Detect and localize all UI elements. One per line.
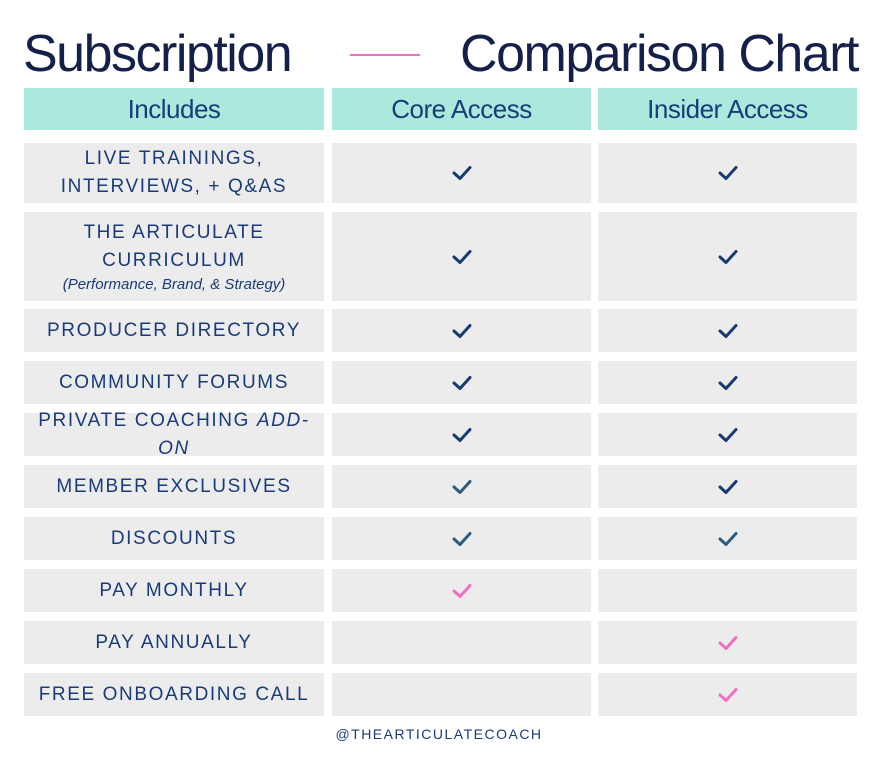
insider-cell — [598, 413, 857, 456]
feature-label: DISCOUNTS — [110, 527, 238, 549]
core-cell — [332, 212, 591, 301]
core-cell — [332, 673, 591, 716]
check-icon — [718, 375, 738, 391]
check-icon — [452, 531, 472, 547]
check-icon — [718, 427, 738, 443]
feature-cell: PRIVATE COACHING ADD-ON — [24, 410, 324, 459]
feature-label: PAY MONTHLY — [99, 579, 249, 601]
insider-cell — [598, 309, 857, 352]
feature-label: LIVE TRAININGS, INTERVIEWS, + Q&AS — [60, 148, 288, 197]
feature-label: COMMUNITY FORUMS — [58, 371, 290, 393]
feature-cell: PAY ANNUALLY — [24, 621, 324, 664]
feature-label: THE ARTICULATE CURRICULUM — [83, 221, 265, 271]
feature-cell: THE ARTICULATE CURRICULUM (Performance, B… — [24, 212, 324, 301]
check-icon — [718, 323, 738, 339]
insider-cell — [598, 569, 857, 612]
core-cell — [332, 361, 591, 404]
check-icon — [718, 479, 738, 495]
feature-label: PRIVATE COACHING ADD-ON — [38, 409, 310, 459]
feature-cell: LIVE TRAININGS, INTERVIEWS, + Q&AS — [24, 143, 324, 203]
core-cell — [332, 517, 591, 560]
core-cell — [332, 465, 591, 508]
check-icon — [452, 583, 472, 599]
core-cell — [332, 569, 591, 612]
core-cell — [332, 413, 591, 456]
feature-label: PRODUCER DIRECTORY — [46, 319, 302, 341]
check-icon — [718, 249, 738, 265]
feature-cell: MEMBER EXCLUSIVES — [24, 465, 324, 508]
check-icon — [452, 165, 472, 181]
insider-cell — [598, 212, 857, 301]
check-icon — [718, 635, 738, 651]
feature-cell: PRODUCER DIRECTORY — [24, 309, 324, 352]
check-icon — [718, 531, 738, 547]
check-icon — [718, 687, 738, 703]
feature-cell: PAY MONTHLY — [24, 569, 324, 612]
insider-cell — [598, 621, 857, 664]
check-icon — [452, 375, 472, 391]
title-comparison-chart: Comparison Chart — [460, 25, 859, 83]
check-icon — [452, 249, 472, 265]
feature-note: (Performance, Brand, & Strategy) — [62, 275, 286, 293]
check-icon — [452, 427, 472, 443]
feature-cell: FREE ONBOARDING CALL — [24, 673, 324, 716]
insider-cell — [598, 143, 857, 203]
insider-cell — [598, 361, 857, 404]
core-cell — [332, 621, 591, 664]
title-divider — [350, 54, 420, 56]
core-cell — [332, 309, 591, 352]
title-subscription: Subscription — [23, 25, 293, 83]
feature-label: FREE ONBOARDING CALL — [38, 683, 310, 705]
insider-cell — [598, 673, 857, 716]
feature-cell: DISCOUNTS — [24, 517, 324, 560]
header-core-access: Core Access — [332, 88, 591, 130]
core-cell — [332, 143, 591, 203]
feature-cell: COMMUNITY FORUMS — [24, 361, 324, 404]
header-includes: Includes — [24, 88, 324, 130]
feature-label: PAY ANNUALLY — [95, 631, 253, 653]
insider-cell — [598, 465, 857, 508]
feature-label: MEMBER EXCLUSIVES — [56, 475, 292, 497]
check-icon — [452, 323, 472, 339]
footer-handle: @THEARTICULATECOACH — [335, 726, 543, 742]
check-icon — [452, 479, 472, 495]
header-insider-access: Insider Access — [598, 88, 857, 130]
insider-cell — [598, 517, 857, 560]
check-icon — [718, 165, 738, 181]
